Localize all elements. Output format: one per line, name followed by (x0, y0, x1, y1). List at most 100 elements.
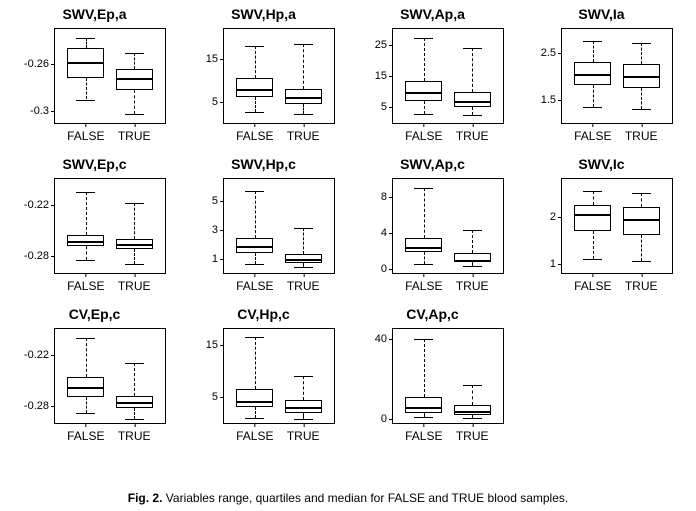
median-line (454, 260, 491, 262)
whisker-upper (255, 337, 256, 389)
panel: SWV,Ep,c -0.28-0.22FALSETRUE (10, 156, 179, 306)
median-line (116, 78, 153, 80)
median-line (236, 246, 273, 248)
panel-title: SWV,Hp,a (179, 6, 348, 22)
box (236, 78, 273, 97)
box (454, 405, 491, 415)
median-line (67, 241, 104, 243)
cap-upper (414, 38, 433, 39)
panel-title: SWV,Ap,a (348, 6, 517, 22)
whisker-lower (303, 104, 304, 115)
median-line (405, 407, 442, 409)
cap-upper (76, 192, 95, 193)
whisker-upper (86, 338, 87, 377)
y-tick-label: 1 (550, 258, 556, 270)
cap-lower (294, 419, 313, 420)
cap-upper (414, 339, 433, 340)
panel: SWV,Ia1.52.5FALSETRUE (517, 6, 686, 156)
whisker-lower (424, 101, 425, 114)
cap-upper (583, 41, 602, 42)
cap-lower (76, 260, 95, 261)
whisker-upper (303, 376, 304, 400)
x-tick-label: TRUE (118, 129, 151, 143)
y-tick-label: 40 (375, 333, 387, 345)
box (623, 207, 660, 235)
whisker-upper (303, 228, 304, 254)
whisker-lower (86, 78, 87, 99)
y-tick-label: -0.22 (24, 199, 49, 211)
median-line (405, 92, 442, 94)
panel: SWV,Hp,c135FALSETRUE (179, 156, 348, 306)
y-tick-label: 15 (375, 70, 387, 82)
cap-upper (125, 203, 144, 204)
whisker-lower (641, 88, 642, 109)
box (236, 389, 273, 407)
plot-area: 048FALSETRUE (392, 178, 504, 274)
caption-label: Fig. 2. (128, 491, 163, 505)
cap-lower (76, 413, 95, 414)
median-line (236, 89, 273, 91)
cap-upper (76, 338, 95, 339)
panel: CV,Hp,c515FALSETRUE (179, 306, 348, 456)
x-tick-label: FALSE (405, 279, 442, 293)
median-line (405, 247, 442, 249)
whisker-lower (134, 408, 135, 419)
plot-area: 51525FALSETRUE (392, 28, 504, 124)
median-line (116, 244, 153, 246)
whisker-lower (593, 231, 594, 259)
whisker-upper (472, 385, 473, 405)
caption-text: Variables range, quartiles and median fo… (166, 491, 568, 505)
x-tick-label: FALSE (236, 429, 273, 443)
cap-lower (463, 115, 482, 116)
y-tick-label: 5 (212, 96, 218, 108)
cap-upper (463, 230, 482, 231)
cap-lower (245, 418, 264, 419)
plot-area: -0.28-0.22FALSETRUE (54, 178, 166, 274)
median-line (285, 97, 322, 99)
panel-title: SWV,Ep,c (10, 156, 179, 172)
x-tick-label: TRUE (287, 279, 320, 293)
cap-upper (294, 376, 313, 377)
plot-area: 040FALSETRUE (392, 328, 504, 424)
whisker-upper (593, 191, 594, 205)
whisker-lower (86, 246, 87, 261)
x-tick-label: FALSE (574, 129, 611, 143)
cap-lower (125, 264, 144, 265)
y-tick-label: 5 (212, 195, 218, 207)
x-tick-label: FALSE (405, 429, 442, 443)
whisker-lower (255, 97, 256, 112)
whisker-upper (134, 363, 135, 395)
box (405, 397, 442, 413)
median-line (623, 219, 660, 221)
cap-lower (76, 100, 95, 101)
whisker-upper (255, 191, 256, 239)
cap-upper (245, 337, 264, 338)
y-tick-label: 8 (381, 191, 387, 203)
y-tick-label: 5 (212, 391, 218, 403)
panel-grid: SWV,Ep,a-0.3-0.26FALSETRUESWV,Hp,a515FAL… (10, 6, 686, 456)
whisker-upper (472, 230, 473, 253)
cap-lower (125, 114, 144, 115)
whisker-lower (255, 253, 256, 265)
plot-area: -0.28-0.22FALSETRUE (54, 328, 166, 424)
plot-area: 515FALSETRUE (223, 28, 335, 124)
x-tick-label: FALSE (574, 279, 611, 293)
cap-lower (414, 417, 433, 418)
cap-lower (125, 419, 144, 420)
whisker-upper (303, 44, 304, 89)
cap-upper (245, 191, 264, 192)
plot-area: 135FALSETRUE (223, 178, 335, 274)
y-tick-label: -0.28 (24, 250, 49, 262)
y-tick-label: 1.5 (541, 94, 556, 106)
whisker-upper (86, 38, 87, 47)
cap-lower (414, 264, 433, 265)
median-line (574, 74, 611, 76)
median-line (67, 62, 104, 64)
plot-area: 515FALSETRUE (223, 328, 335, 424)
whisker-lower (424, 252, 425, 264)
median-line (454, 411, 491, 413)
y-tick-label: 25 (375, 39, 387, 51)
x-tick-label: FALSE (236, 129, 273, 143)
x-tick-label: FALSE (405, 129, 442, 143)
panel-title: CV,Ap,c (348, 306, 517, 322)
